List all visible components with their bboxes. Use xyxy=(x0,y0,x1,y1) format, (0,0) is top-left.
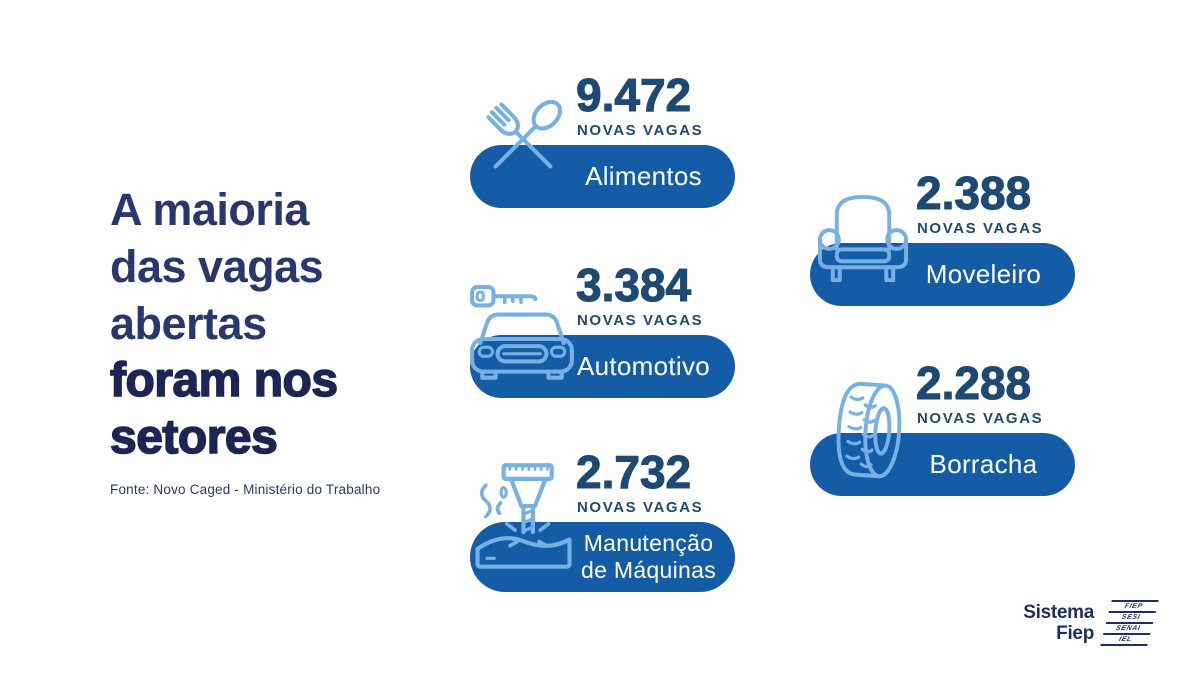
fiep-emblem-row: SESI xyxy=(1106,611,1156,622)
logo-wordmark-line: Fiep xyxy=(1056,623,1094,644)
sector-unit-label: NOVAS VAGAS xyxy=(577,312,704,329)
fork-spoon-icon xyxy=(472,88,574,190)
sector-name-label: Alimentos xyxy=(585,161,702,191)
headline-line: das vagas xyxy=(110,241,324,292)
logo-wordmark-line: Sistema xyxy=(1023,602,1094,623)
sector-name-label: Borracha xyxy=(929,449,1038,479)
sector-unit-label: NOVAS VAGAS xyxy=(917,410,1044,427)
sector-card-borracha: 2.288 NOVAS VAGAS Borracha xyxy=(810,359,1075,514)
tire-icon xyxy=(828,372,912,490)
sector-value: 2.732 xyxy=(575,446,692,498)
fiep-entities-emblem: FIEP SESI SENAI IEL xyxy=(1100,600,1159,646)
sector-value: 2.288 xyxy=(915,357,1032,409)
fiep-emblem-row: SENAI xyxy=(1103,622,1154,633)
sector-unit-label: NOVAS VAGAS xyxy=(917,220,1044,237)
sector-name-label: Automotivo xyxy=(576,351,711,381)
sector-name-pill: Alimentos xyxy=(470,145,735,208)
machining-drill-icon xyxy=(466,459,581,574)
sector-unit-label: NOVAS VAGAS xyxy=(577,122,704,139)
sector-value: 2.388 xyxy=(915,167,1032,219)
data-source-caption: Fonte: Novo Caged - Ministério do Trabal… xyxy=(110,482,381,497)
fiep-emblem-row: FIEP xyxy=(1108,600,1159,611)
headline-line-bold: setores xyxy=(109,410,278,465)
headline-line-bold: foram nos xyxy=(109,353,339,408)
fiep-emblem-row: IEL xyxy=(1100,633,1151,644)
sector-card-alimentos: 9.472 NOVAS VAGAS Alimentos xyxy=(470,71,735,226)
headline-line: abertas xyxy=(110,298,267,349)
sector-name-pill: Manutenção de Máquinas xyxy=(470,522,735,592)
car-key-icon xyxy=(466,282,578,394)
headline-block: A maioria das vagas abertas foram nos se… xyxy=(109,181,470,497)
sector-value: 9.472 xyxy=(575,69,692,121)
sector-value: 3.384 xyxy=(575,259,692,311)
sector-name-label: Moveleiro xyxy=(925,259,1042,289)
sector-card-moveleiro: 2.388 NOVAS VAGAS Moveleiro xyxy=(810,169,1075,324)
sector-unit-label: NOVAS VAGAS xyxy=(577,499,704,516)
sistema-fiep-logo: Sistema Fiep FIEP SESI SENAI IEL xyxy=(1008,600,1159,646)
sector-name-label: Manutenção de Máquinas xyxy=(581,529,716,583)
armchair-icon xyxy=(816,188,910,292)
sector-name-pill: Moveleiro xyxy=(810,243,1075,306)
sector-card-automotivo: 3.384 NOVAS VAGAS Automotivo xyxy=(470,261,735,416)
logo-wordmark: Sistema Fiep xyxy=(1008,602,1094,644)
sector-card-manutencao: 2.732 NOVAS VAGAS Manutenção de Máquinas xyxy=(470,448,735,603)
headline-line: A maioria xyxy=(110,184,309,235)
